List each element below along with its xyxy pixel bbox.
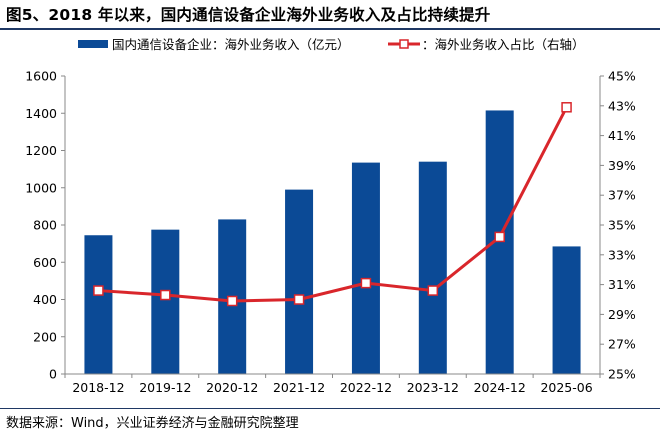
bar-2023-12 — [418, 161, 447, 374]
bar-2018-12 — [84, 235, 113, 374]
left-tick-label: 1600 — [25, 69, 57, 84]
legend-line-label: ：海外业务收入占比（右轴） — [422, 37, 585, 52]
right-tick-label: 29% — [608, 307, 636, 322]
legend-bar-swatch — [78, 40, 108, 48]
share-point-2020-12 — [226, 295, 238, 307]
left-tick-label: 600 — [33, 255, 57, 270]
x-tick-label: 2019-12 — [139, 380, 191, 395]
share-point-2025-06 — [561, 102, 572, 113]
source-rule — [0, 408, 660, 409]
x-tick-label: 2018-12 — [72, 380, 124, 395]
left-tick-label: 200 — [33, 329, 57, 344]
left-tick-label: 1200 — [25, 143, 57, 158]
right-tick-label: 27% — [608, 337, 636, 352]
legend: 国内通信设备企业：海外业务收入（亿元） ：海外业务收入占比（右轴） — [78, 37, 585, 52]
left-tick-label: 800 — [33, 218, 57, 233]
bar-2019-12 — [151, 229, 180, 374]
share-line — [98, 106, 568, 303]
bar-series — [84, 110, 581, 375]
right-tick-label: 37% — [608, 188, 636, 203]
bar-2021-12 — [285, 189, 314, 374]
x-tick-label: 2021-12 — [273, 380, 325, 395]
x-tick-label: 2023-12 — [407, 380, 459, 395]
right-tick-label: 33% — [608, 247, 636, 262]
share-point-2023-12 — [427, 285, 439, 296]
share-point-2022-12 — [360, 277, 372, 289]
left-tick-label: 0 — [49, 367, 57, 382]
x-tick-label: 2020-12 — [206, 380, 258, 395]
x-tick-label: 2024-12 — [474, 380, 526, 395]
right-tick-label: 41% — [608, 128, 636, 143]
bar-2024-12 — [485, 110, 514, 375]
right-tick-label: 39% — [608, 158, 636, 173]
right-tick-label: 31% — [608, 277, 636, 292]
legend-bar-label: 国内通信设备企业：海外业务收入（亿元） — [112, 37, 350, 52]
figure-title: 图5、2018 年以来，国内通信设备企业海外业务收入及占比持续提升 — [6, 6, 491, 24]
right-tick-label: 35% — [608, 218, 636, 233]
right-tick-label: 25% — [608, 367, 636, 382]
share-point-2024-12 — [494, 231, 505, 243]
right-tick-label: 43% — [608, 98, 636, 113]
bar-2022-12 — [351, 162, 380, 374]
combo-chart: 国内通信设备企业：海外业务收入（亿元） ：海外业务收入占比（右轴） 0 200 40… — [25, 37, 636, 396]
share-point-2019-12 — [160, 289, 171, 301]
bar-2025-06 — [552, 246, 581, 374]
left-tick-label: 1400 — [25, 106, 57, 121]
x-tick-label: 2025-06 — [540, 380, 592, 395]
legend-line-marker — [399, 39, 409, 49]
line-series — [93, 102, 572, 307]
left-tick-label: 400 — [33, 292, 57, 307]
share-point-2021-12 — [293, 294, 305, 305]
x-tick-label: 2022-12 — [340, 380, 392, 395]
source-note: 数据来源：Wind，兴业证券经济与金融研究院整理 — [6, 416, 299, 431]
share-point-2018-12 — [93, 285, 104, 296]
right-tick-label: 45% — [608, 69, 636, 84]
left-tick-label: 1000 — [25, 180, 57, 195]
axes: 0 200 400 600 800 1000 1200 1400 1600 25% 27% 29% 31… — [25, 69, 636, 396]
title-rule — [0, 28, 660, 30]
